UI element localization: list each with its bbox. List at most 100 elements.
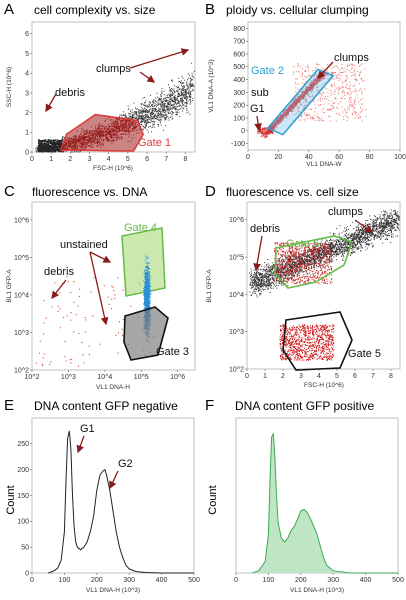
panel-b-point <box>322 112 324 114</box>
panel-b-point <box>295 70 297 72</box>
gate-1-polygon <box>59 113 145 152</box>
panel-b-point <box>315 74 317 76</box>
panel-b-point <box>361 109 363 111</box>
panel-b-point <box>275 121 277 123</box>
panel-a-point <box>180 98 182 100</box>
panel-a-point <box>59 144 62 146</box>
panel-b-point <box>320 104 322 106</box>
panel-b-point <box>295 101 297 103</box>
panel-a-point <box>60 140 62 142</box>
panel-a-point <box>141 116 143 118</box>
panel-a-point <box>137 114 139 116</box>
panel-a-point <box>138 119 140 121</box>
panel-a-point <box>146 111 148 113</box>
panel-a-point <box>47 147 49 149</box>
panel-b-point <box>343 92 345 94</box>
panel-b-point <box>264 128 266 130</box>
panel-a-point <box>51 143 53 145</box>
panel-a-point <box>131 118 133 120</box>
panel-a-point <box>176 110 178 112</box>
panel-a-point <box>181 75 183 77</box>
panel-b-point <box>332 107 334 109</box>
panel-a-point <box>62 151 64 153</box>
panel-a-point <box>190 95 192 97</box>
panel-a-point <box>47 144 49 146</box>
panel-b-point <box>299 100 301 102</box>
panel-b-point <box>291 100 293 102</box>
panel-a-point <box>184 97 186 99</box>
panel-a-point <box>51 141 53 143</box>
panel-a-point <box>159 116 161 118</box>
panel-a-point <box>60 141 62 143</box>
panel-a-point <box>176 97 178 99</box>
panel-a-xtick-label: 6 <box>145 156 149 163</box>
panel-b-point <box>331 71 333 73</box>
panel-a-point <box>130 116 132 118</box>
panel-a-point <box>73 151 75 153</box>
panel-b-point <box>261 131 263 133</box>
panel-a-point <box>59 139 61 141</box>
panel-b-point <box>267 134 269 136</box>
panel-a-point <box>182 92 184 94</box>
panel-b-point <box>355 113 357 115</box>
panel-a-point <box>154 121 156 123</box>
panel-a-point <box>72 151 74 153</box>
panel-b-point <box>265 131 267 133</box>
panel-b-point <box>358 113 360 115</box>
panel-a-point <box>144 126 146 128</box>
panel-a-point <box>192 75 194 77</box>
panel-b-point <box>280 114 282 116</box>
panel-a-point <box>52 144 54 146</box>
panel-b-point <box>340 87 342 89</box>
panel-b-point <box>349 88 351 90</box>
panel-a-point <box>180 89 182 91</box>
panel-a-point <box>160 95 162 97</box>
panel-b-point <box>271 127 273 129</box>
panel-a-point <box>48 147 50 149</box>
panel-b-point <box>262 133 264 135</box>
panel-a-point <box>53 146 55 148</box>
panel-b-point <box>298 71 300 73</box>
panel-b-point <box>290 107 292 109</box>
panel-b-point <box>350 63 352 65</box>
panel-a-point <box>151 116 153 118</box>
panel-b-point <box>272 128 274 130</box>
panel-a-point <box>57 139 59 141</box>
panel-a-point <box>47 150 49 152</box>
panel-b-point <box>304 93 306 95</box>
panel-a-point <box>62 141 64 143</box>
panel-a-point <box>168 102 170 104</box>
panel-a-point <box>47 149 49 151</box>
panel-a-point <box>143 110 145 112</box>
panel-a-point <box>49 147 51 149</box>
panel-b-point <box>312 85 314 87</box>
panel-b-point <box>309 75 311 77</box>
panel-a-point <box>154 117 156 119</box>
panel-a-point <box>173 104 175 106</box>
panel-b-point <box>331 72 333 74</box>
panel-a-point <box>135 116 137 118</box>
panel-b-point <box>341 91 343 93</box>
panel-a-point <box>181 94 183 96</box>
panel-b-point <box>303 96 305 98</box>
panel-a-point <box>180 80 182 82</box>
panel-a-point <box>51 143 54 145</box>
panel-b-point <box>291 108 293 110</box>
panel-a-point <box>191 79 193 81</box>
panel-a-point <box>185 89 187 91</box>
panel-a-point <box>149 111 151 113</box>
panel-b-point <box>335 112 337 114</box>
panel-b-point <box>274 125 276 127</box>
panel-b-point <box>305 66 307 68</box>
panel-a-point <box>42 148 44 150</box>
panel-a-point <box>166 109 168 111</box>
panel-b-point <box>363 80 365 82</box>
panel-b-point <box>330 105 332 107</box>
panel-a-point <box>190 83 192 85</box>
panel-a-point <box>173 101 175 103</box>
panel-b-point <box>297 100 299 102</box>
panel-b-point <box>276 121 278 123</box>
panel-a-point <box>143 117 145 119</box>
panel-a-point <box>55 142 57 145</box>
panel-a-point <box>39 140 41 142</box>
